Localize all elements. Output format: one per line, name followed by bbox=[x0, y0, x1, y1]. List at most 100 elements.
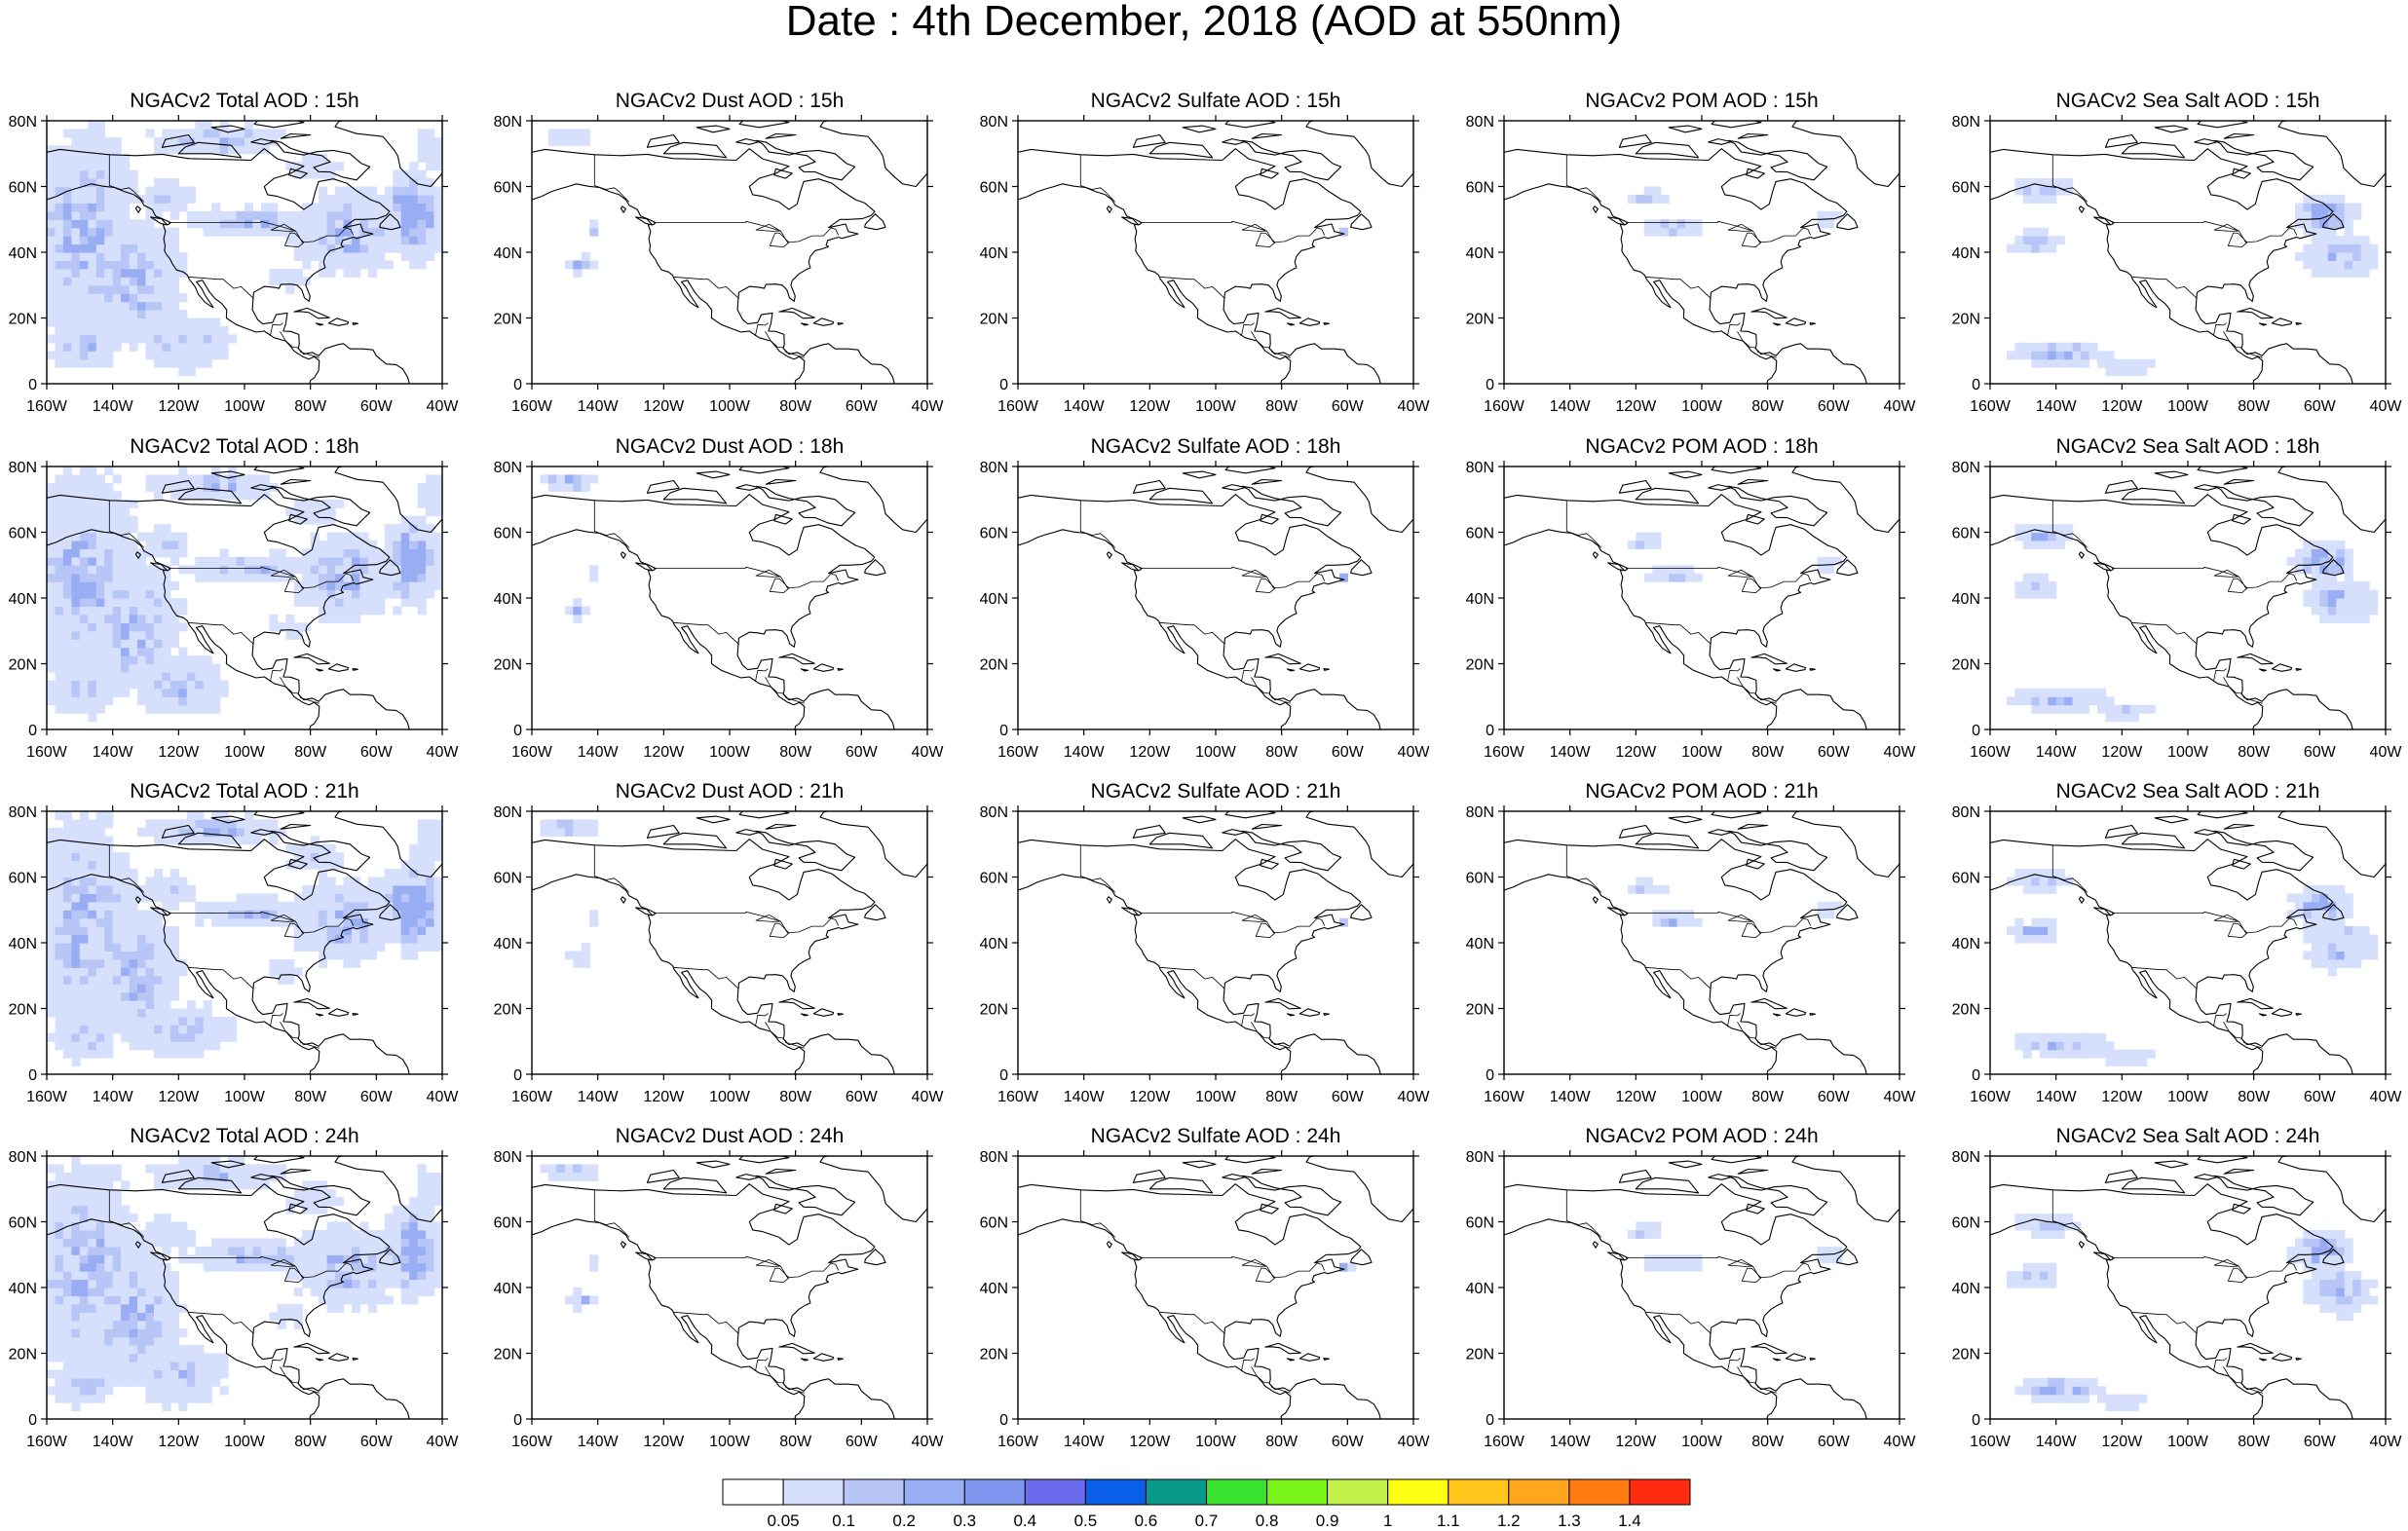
aod-cell bbox=[47, 186, 56, 196]
aod-cell bbox=[88, 622, 97, 632]
aod-cell bbox=[154, 252, 164, 261]
aod-cell bbox=[47, 219, 56, 229]
aod-cell bbox=[2129, 1402, 2139, 1412]
aod-cell bbox=[433, 843, 442, 853]
aod-cell bbox=[293, 598, 303, 607]
island-outline bbox=[327, 1353, 350, 1362]
aod-cell bbox=[326, 951, 336, 960]
island-outline bbox=[2232, 858, 2251, 870]
aod-cell bbox=[2138, 358, 2148, 368]
aod-cell bbox=[426, 548, 435, 558]
island-outline bbox=[1241, 1175, 1342, 1216]
aod-cell bbox=[269, 1246, 279, 1255]
aod-cell bbox=[145, 268, 155, 278]
aod-cell bbox=[145, 1032, 155, 1042]
aod-cell bbox=[95, 1197, 105, 1207]
island-outline bbox=[1772, 1013, 1782, 1017]
aod-cell bbox=[376, 243, 386, 253]
island-outline bbox=[2277, 121, 2386, 188]
aod-cell bbox=[104, 1262, 114, 1272]
aod-cell bbox=[145, 1246, 155, 1255]
lon-tick-label: 40W bbox=[1884, 744, 1917, 761]
aod-cell bbox=[169, 129, 179, 138]
aod-cell bbox=[162, 639, 171, 649]
aod-cell bbox=[1652, 1254, 1662, 1264]
aod-cell bbox=[203, 121, 212, 130]
aod-cell bbox=[195, 1049, 205, 1059]
aod-cell bbox=[228, 227, 238, 237]
aod-cell bbox=[367, 910, 377, 919]
aod-cell bbox=[137, 655, 147, 665]
country-border bbox=[654, 566, 840, 589]
aod-cell bbox=[88, 1008, 97, 1018]
aod-cell bbox=[88, 1262, 97, 1272]
island-outline bbox=[765, 478, 797, 485]
aod-cell bbox=[62, 499, 72, 508]
aod-shading bbox=[1627, 877, 1843, 927]
aod-cell bbox=[169, 260, 179, 270]
aod-cell bbox=[162, 129, 171, 138]
aod-cell bbox=[88, 1172, 97, 1181]
aod-cell bbox=[137, 1025, 147, 1034]
island-outline bbox=[2223, 478, 2255, 485]
map-panel: NGACv2 Total AOD : 15h 160W 140W 120W 100W 80… bbox=[0, 90, 487, 435]
aod-cell bbox=[252, 917, 262, 927]
aod-cell bbox=[95, 1188, 105, 1198]
aod-cell bbox=[71, 1180, 81, 1190]
aod-cell bbox=[2064, 688, 2074, 697]
island-outline bbox=[800, 322, 809, 326]
aod-cell bbox=[426, 145, 435, 155]
aod-cell bbox=[47, 598, 56, 607]
aod-cell bbox=[2138, 1394, 2148, 1403]
aod-cell bbox=[2022, 573, 2032, 582]
aod-cell bbox=[426, 827, 435, 837]
island-outline bbox=[1224, 1156, 1276, 1164]
aod-cell bbox=[112, 1345, 122, 1355]
aod-cell bbox=[352, 581, 361, 591]
aod-cell bbox=[2039, 358, 2049, 368]
island-outline bbox=[620, 551, 626, 559]
aod-cell bbox=[326, 203, 336, 212]
aod-cell bbox=[178, 967, 188, 977]
island-outline bbox=[352, 668, 358, 671]
aod-cell bbox=[145, 614, 155, 623]
aod-cell bbox=[409, 532, 419, 541]
lon-tick-label: 40W bbox=[1398, 1089, 1431, 1105]
aod-cell bbox=[62, 827, 72, 837]
aod-cell bbox=[343, 934, 353, 944]
aod-cell bbox=[47, 943, 56, 952]
aod-cell bbox=[121, 884, 131, 894]
island-outline bbox=[2078, 896, 2085, 904]
aod-cell bbox=[2303, 556, 2313, 566]
aod-cell bbox=[2360, 598, 2370, 607]
island-outline bbox=[134, 896, 141, 904]
aod-cell bbox=[186, 827, 196, 837]
island-outline bbox=[2223, 823, 2255, 830]
aod-cell bbox=[376, 1295, 386, 1305]
aod-cell bbox=[169, 277, 179, 286]
lon-tick-label: 60W bbox=[1332, 1434, 1365, 1450]
aod-cell bbox=[121, 958, 131, 968]
aod-cell bbox=[79, 334, 89, 344]
aod-cell bbox=[178, 827, 188, 837]
aod-cell bbox=[277, 827, 286, 837]
aod-cell bbox=[95, 622, 105, 632]
aod-cell bbox=[162, 540, 171, 549]
aod-cell bbox=[417, 186, 427, 196]
aod-shading bbox=[47, 121, 442, 377]
aod-cell bbox=[409, 1262, 419, 1272]
aod-cell bbox=[319, 1288, 328, 1296]
aod-cell bbox=[112, 1377, 122, 1387]
aod-cell bbox=[2081, 1041, 2090, 1051]
aod-cell bbox=[47, 1180, 56, 1190]
aod-cell bbox=[1669, 227, 1678, 237]
lon-tick-label: 100W bbox=[709, 744, 751, 761]
aod-cell bbox=[47, 252, 56, 261]
aod-cell bbox=[186, 1386, 196, 1396]
aod-cell bbox=[88, 178, 97, 188]
aod-cell bbox=[154, 1172, 164, 1181]
aod-cell bbox=[293, 169, 303, 179]
aod-cell bbox=[426, 910, 435, 919]
island-outline bbox=[1836, 213, 1859, 231]
aod-cell bbox=[71, 836, 81, 845]
